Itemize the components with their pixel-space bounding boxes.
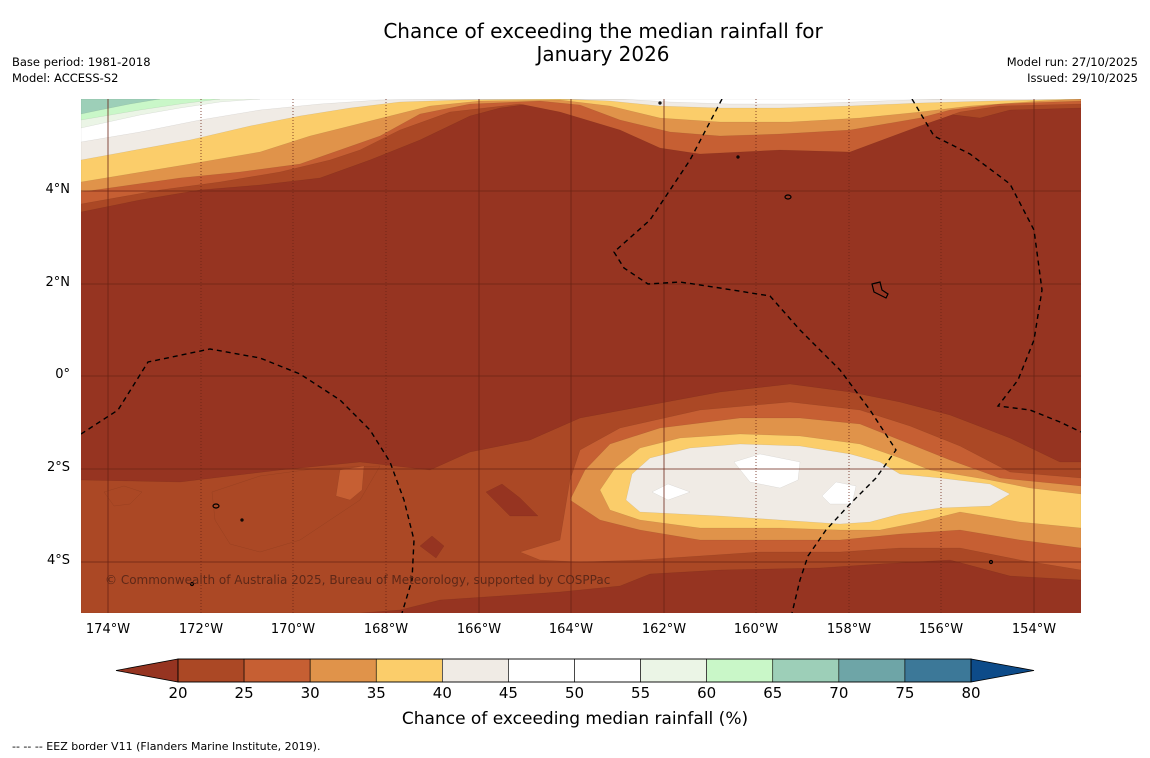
colorbar-segment [243, 658, 311, 683]
island-f [189, 581, 195, 587]
colorbar-tick-label: 80 [961, 684, 981, 702]
eez-border-central [613, 99, 897, 613]
island-b [871, 281, 889, 299]
longitude-tick-label: 160°W [733, 622, 779, 637]
colorbar-frame [177, 658, 972, 683]
eez-border-east [911, 99, 1081, 433]
colorbar-tick-label: 30 [300, 684, 320, 702]
colorbar-tick-label: 55 [631, 684, 651, 702]
west-dark-patch-a [485, 483, 539, 517]
latitude-tick-label: 2°S [46, 460, 70, 475]
colorbar-segment [640, 658, 707, 683]
rainfall-map [81, 99, 1081, 613]
colorbar-tick-label: 35 [366, 684, 386, 702]
meta-right: Model run: 27/10/2025 Issued: 29/10/2025 [1007, 54, 1138, 86]
west-dark-patch-b [419, 535, 445, 559]
longitude-tick-label: 174°W [85, 622, 131, 637]
island-g [988, 559, 994, 565]
issued-date: Issued: 29/10/2025 [1027, 71, 1138, 85]
colorbar-segment [772, 658, 840, 683]
colorbar-segment [309, 658, 377, 683]
eez-borders [81, 99, 1081, 613]
longitude-tick-label: 164°W [548, 622, 594, 637]
colorbar [115, 658, 1035, 683]
colorbar-tick-label: 25 [234, 684, 254, 702]
north-band-65 [81, 99, 161, 115]
south-region-45-c [821, 481, 857, 505]
south-region-45-a [733, 453, 801, 489]
colorbar-segment [177, 658, 245, 683]
eez-border-west [81, 348, 415, 613]
island-d [658, 101, 662, 105]
title-line-2: January 2026 [536, 42, 670, 66]
colorbar-segments [177, 658, 972, 683]
colorbar-tick-label: 65 [763, 684, 783, 702]
colorbar-under-triangle [115, 658, 179, 683]
longitude-tick-label: 170°W [270, 622, 316, 637]
latitude-tick-label: 0° [55, 367, 70, 382]
colorbar-tick-label: 75 [895, 684, 915, 702]
colorbar-segment [904, 658, 972, 683]
model-name: Model: ACCESS-S2 [12, 71, 119, 85]
latitude-tick-label: 4°N [45, 182, 71, 197]
colorbar-over-triangle [970, 658, 1035, 683]
copyright-text: © Commonwealth of Australia 2025, Bureau… [105, 573, 610, 587]
colorbar-tick-label: 70 [829, 684, 849, 702]
island-c [212, 503, 220, 509]
west-patch-c [335, 465, 365, 501]
colorbar-segment [838, 658, 906, 683]
colorbar-tick-label: 45 [498, 684, 518, 702]
south-region-45-b [651, 483, 691, 501]
base-period: Base period: 1981-2018 [12, 55, 151, 69]
colorbar-tick-label: 40 [432, 684, 452, 702]
island-e [736, 155, 740, 159]
islands [189, 101, 994, 587]
longitude-tick-label: 172°W [178, 622, 224, 637]
longitude-tick-label: 166°W [456, 622, 502, 637]
longitude-tick-label: 158°W [826, 622, 872, 637]
colorbar-segment [706, 658, 774, 683]
longitude-tick-label: 154°W [1011, 622, 1057, 637]
colorbar-tick-label: 50 [564, 684, 585, 702]
colorbar-tick-label: 20 [168, 684, 188, 702]
meta-left: Base period: 1981-2018 Model: ACCESS-S2 [12, 54, 151, 86]
north-band-35 [81, 99, 1081, 183]
footnote: -- -- -- EEZ border V11 (Flanders Marine… [12, 740, 321, 753]
island-h [240, 518, 244, 522]
longitude-tick-label: 162°W [641, 622, 687, 637]
latitude-tick-label: 2°N [45, 275, 71, 290]
colorbar-segment [442, 658, 509, 683]
south-region-40 [625, 443, 1011, 525]
longitude-tick-label: 168°W [363, 622, 409, 637]
latitude-tick-label: 4°S [46, 553, 70, 568]
colorbar-title: Chance of exceeding median rainfall (%) [401, 709, 749, 729]
island-a [784, 194, 792, 200]
colorbar-segment [574, 658, 641, 683]
model-run: Model run: 27/10/2025 [1006, 55, 1138, 69]
west-patch-a [103, 485, 143, 507]
colorbar-segment [375, 658, 443, 683]
colorbar-tick-label: 60 [697, 684, 717, 702]
title-line-1: Chance of exceeding the median rainfall … [383, 19, 823, 43]
longitude-tick-label: 156°W [918, 622, 964, 637]
graticule-lines [81, 99, 1081, 613]
colorbar-segment [508, 658, 575, 683]
